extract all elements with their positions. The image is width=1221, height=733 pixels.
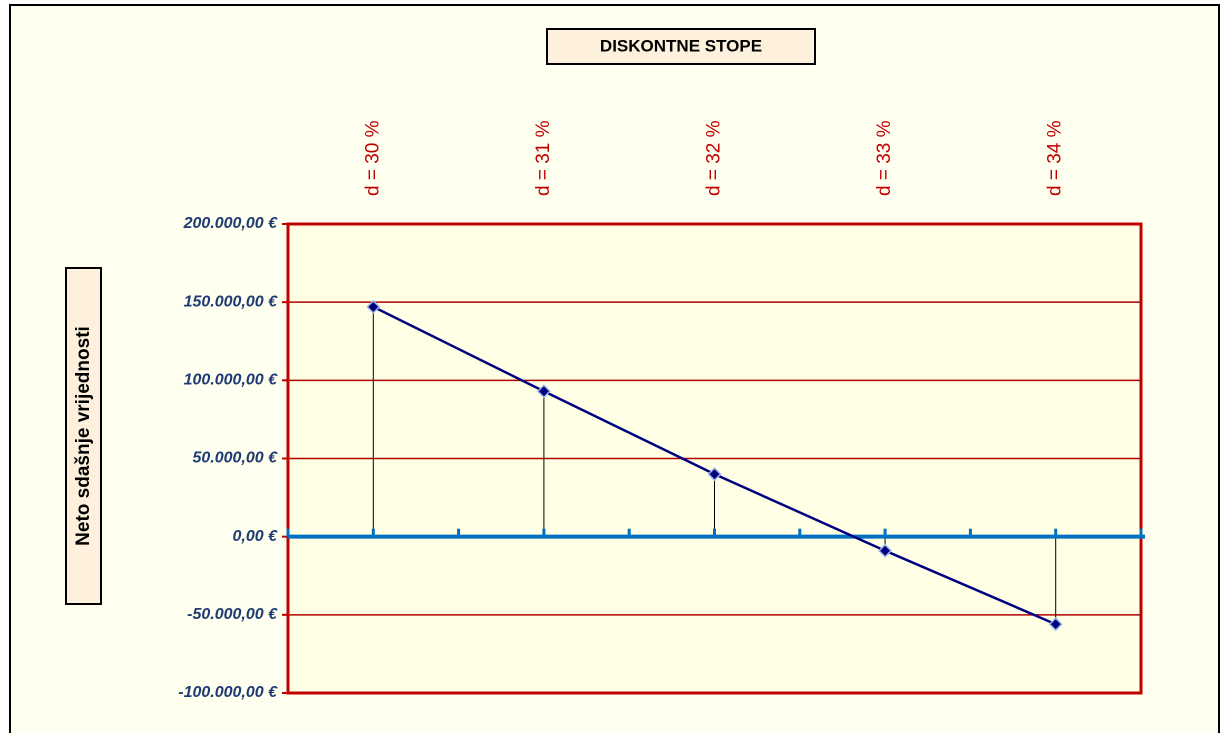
y-tick-label: 100.000,00 €	[184, 372, 279, 389]
y-tick-label: -100.000,00 €	[178, 684, 278, 701]
chart-title: DISKONTNE STOPE	[600, 36, 762, 55]
marker	[707, 467, 722, 482]
y-tick-label: 0,00 €	[233, 528, 279, 545]
x-tick-label: d = 34 %	[1045, 120, 1066, 196]
y-label-box	[65, 267, 102, 605]
marker	[1048, 617, 1063, 632]
plot-border	[286, 222, 1143, 695]
marker	[536, 384, 551, 399]
y-tick-label: 200.000,00 €	[183, 215, 279, 232]
x-tick-label: d = 31 %	[533, 120, 554, 196]
marker	[878, 543, 893, 558]
y-tick-label: 150.000,00 €	[184, 293, 279, 310]
y-axis-label: Neto sdašnje vrijednosti	[73, 326, 94, 546]
y-tick-label: -50.000,00 €	[187, 606, 278, 623]
marker	[366, 299, 381, 314]
x-tick-label: d = 33 %	[874, 120, 895, 196]
title-box	[546, 28, 816, 65]
y-tick-label: 50.000,00 €	[192, 450, 278, 467]
x-tick-label: d = 32 %	[704, 120, 725, 196]
x-tick-label: d = 30 %	[362, 120, 383, 196]
